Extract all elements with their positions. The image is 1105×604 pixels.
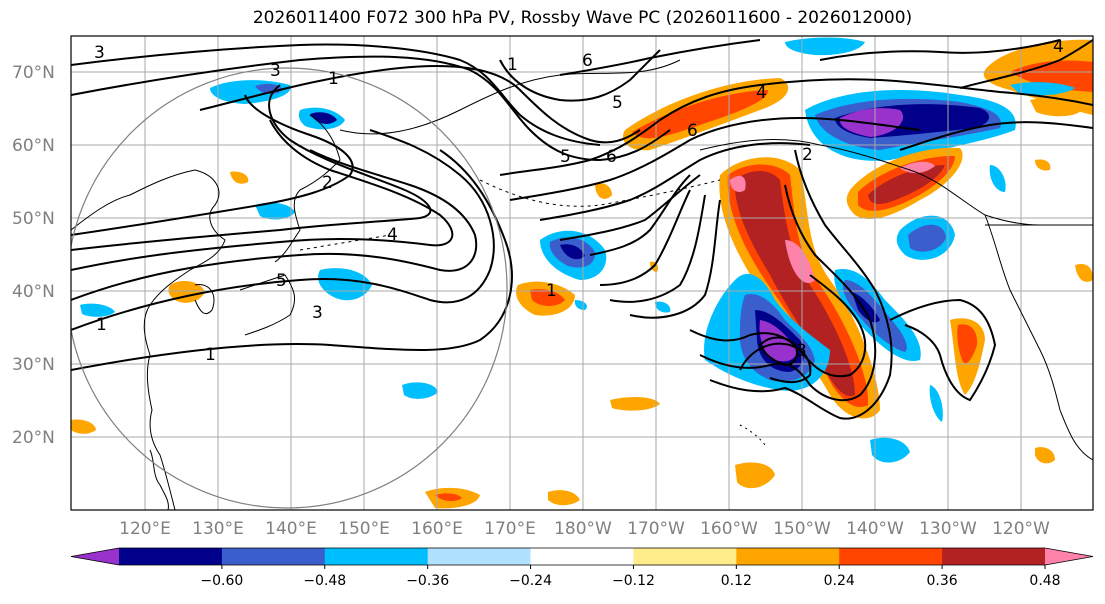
colorbar-tick-label: −0.48: [303, 573, 346, 589]
colorbar-segment: [428, 548, 531, 565]
contour-label: 3: [94, 43, 105, 63]
lon-label: 130°E: [192, 519, 244, 539]
contour-label: 2: [802, 145, 813, 165]
contour-label: 4: [387, 225, 398, 245]
contour-label: 3: [796, 341, 807, 361]
contour-label: 1: [507, 55, 518, 75]
contour-label: 6: [582, 51, 593, 71]
colorbar-segment: [736, 548, 839, 565]
lat-label: 60°N: [12, 136, 55, 156]
contour-label: 1: [328, 69, 339, 89]
lon-label: 120°E: [119, 519, 171, 539]
colorbar-extend-low: [71, 548, 119, 565]
contour-label: 5: [276, 271, 287, 291]
contour-label: 1: [205, 345, 216, 365]
colorbar-tick-label: 0.36: [927, 573, 958, 589]
colorbar-segment: [633, 548, 736, 565]
contour-label: 6: [606, 147, 617, 167]
contour-label: 5: [560, 147, 571, 167]
colorbar-extend-high: [1045, 548, 1093, 565]
colorbar-tick-label: 0.48: [1029, 573, 1060, 589]
contour-label: 1: [96, 315, 107, 335]
lon-label: 140°W: [846, 519, 904, 539]
colorbar-tick-label: −0.24: [509, 573, 552, 589]
lat-label: 40°N: [12, 282, 55, 302]
longitude-labels: 120°E 130°E 140°E 150°E 160°E 170°E 180°…: [119, 519, 1050, 539]
colorbar-tick-label: −0.12: [612, 573, 655, 589]
contour-label: 4: [1053, 37, 1064, 57]
colorbar-segment: [531, 548, 634, 565]
colorbar-tick-label: −0.36: [406, 573, 449, 589]
contour-label: 3: [312, 303, 323, 323]
contour-label: 6: [687, 121, 698, 141]
lon-label: 170°E: [484, 519, 536, 539]
contour-label: 5: [612, 93, 623, 113]
latitude-labels: 70°N 60°N 50°N 40°N 30°N 20°N: [12, 63, 55, 448]
lon-label: 120°W: [992, 519, 1050, 539]
lon-label: 160°W: [700, 519, 758, 539]
colorbar-segment: [942, 548, 1045, 565]
lat-label: 20°N: [12, 428, 55, 448]
lat-label: 50°N: [12, 209, 55, 229]
colorbar-segment: [119, 548, 222, 565]
lon-label: 160°E: [411, 519, 463, 539]
lon-label: 170°W: [627, 519, 685, 539]
lon-label: 150°E: [338, 519, 390, 539]
lat-label: 70°N: [12, 63, 55, 83]
map-figure: 1 2 3 4 5 6 1 3 4 5 6 1 3 4 2 6 1 3 5 1 …: [0, 0, 1105, 604]
colorbar-segment: [325, 548, 428, 565]
lat-label: 30°N: [12, 355, 55, 375]
colorbar-tick-label: 0.24: [824, 573, 855, 589]
lon-label: 130°W: [919, 519, 977, 539]
colorbar-segment: [839, 548, 942, 565]
contour-label: 1: [546, 281, 557, 301]
colorbar-tick-label: −0.60: [200, 573, 243, 589]
colorbar-tick-label: 0.12: [721, 573, 752, 589]
contour-label: 4: [756, 83, 767, 103]
lon-label: 180°W: [554, 519, 612, 539]
contour-label: 3: [270, 61, 281, 81]
colorbar: −0.60 −0.48 −0.36 −0.24 −0.12 0.12 0.24 0.36 0.4…: [71, 548, 1105, 589]
lon-label: 150°W: [773, 519, 831, 539]
colorbar-segment: [222, 548, 325, 565]
contour-label: 2: [322, 173, 333, 193]
lon-label: 140°E: [265, 519, 317, 539]
